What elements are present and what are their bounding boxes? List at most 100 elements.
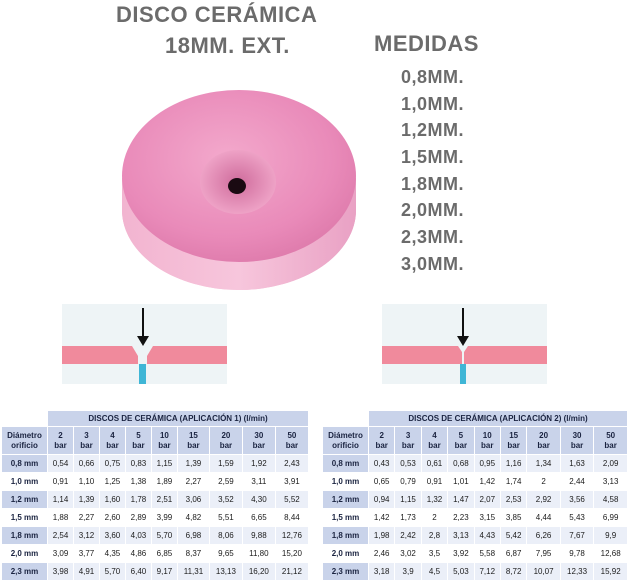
row-label-diameter: 0,8 mm [1,454,48,473]
flow-value-cell: 2,54 [47,526,74,545]
row-label-diameter: 2,3 mm [322,562,369,581]
product-title: DISCO CERÁMICA [116,2,318,27]
header-unit: bar [454,440,468,450]
row-label-diameter: 0,8 mm [322,454,369,473]
column-header-pressure: 30 bar [559,426,595,455]
flow-value-cell: 2,43 [274,454,310,473]
flow-value-cell: 1,59 [208,454,243,473]
flow-value-cell: 21,12 [274,562,310,581]
flow-value-cell: 0,61 [420,454,449,473]
flow-value-cell: 3,13 [593,472,628,491]
table-row: 1,0 mm 0,91 1,10 1,25 1,38 1,89 2,27 2,59 3,11 3,… [1,472,310,491]
flow-value-cell: 2,09 [593,454,628,473]
flow-value-cell: 2,07 [473,490,501,509]
header-text: 20 [539,430,549,440]
flow-value-cell: 12,76 [274,526,310,545]
column-header-pressure: 5 bar [447,426,475,455]
flow-value-cell: 1,42 [473,472,501,491]
flow-value-cell: 3,11 [241,472,276,491]
flow-value-cell: 8,37 [176,544,210,563]
flow-value-cell: 8,44 [274,508,310,527]
header-text: 4 [110,430,115,440]
flow-value-cell: 1,42 [367,508,396,527]
size-item: 1,5MM. [401,147,465,168]
header-text: 50 [287,430,297,440]
flow-value-cell: 0,91 [420,472,449,491]
flow-value-cell: 3,12 [72,526,100,545]
flow-value-cell: 12,33 [559,562,595,581]
flow-value-cell: 3,9 [394,562,422,581]
column-header-pressure: 50 bar [593,426,628,455]
flow-value-cell: 4,91 [72,562,100,581]
header-text: orificio [332,440,359,450]
header-unit: bar [252,440,266,450]
flow-value-cell: 12,68 [593,544,628,563]
table-row: 1,0 mm 0,65 0,79 0,91 1,01 1,42 1,74 2 2,44 3,13 [322,472,628,491]
flow-value-cell: 5,42 [499,526,528,545]
flow-value-cell: 11,80 [241,544,276,563]
flow-value-cell: 1,73 [394,508,422,527]
column-header-pressure: 5 bar [124,426,152,455]
plate-bevel-right [147,346,153,364]
flow-value-cell: 8,06 [208,526,243,545]
flow-value-cell: 1,78 [124,490,152,509]
flow-diagram-application-1 [62,304,227,384]
flow-value-cell: 4,82 [176,508,210,527]
table-caption: DISCOS DE CERÁMICA (APLICACIÓN 2) (l/min… [368,410,628,427]
flow-value-cell: 5,52 [274,490,310,509]
flow-value-cell: 1,39 [176,454,210,473]
sizes-heading: MEDIDAS [374,31,479,56]
header-unit: bar [375,440,388,450]
header-text: 3 [84,430,89,440]
flow-value-cell: 1,88 [47,508,74,527]
row-label-diameter: 2,0 mm [322,544,369,563]
header-text: orificio [11,440,38,450]
size-item: 0,8MM. [401,67,465,87]
header-text: 5 [136,430,141,440]
size-item: 1,8MM. [401,173,465,194]
flow-value-cell: 1,32 [420,490,449,509]
flow-value-cell: 2,42 [394,526,422,545]
table-row: 1,2 mm 1,14 1,39 1,60 1,78 2,51 3,06 3,52 4,30 5,… [1,490,310,509]
table-body: 0,8 mm 0,43 0,53 0,61 0,68 0,95 1,16 1,34 1,63 2,… [322,454,628,581]
header-unit: bar [54,440,67,450]
flow-value-cell: 0,95 [473,454,501,473]
row-label-diameter: 1,5 mm [322,508,369,527]
header-text: 5 [458,430,464,440]
table-corner-blank [322,410,369,427]
size-item: 2,0MM. [401,200,465,221]
row-label-diameter: 1,0 mm [1,472,48,491]
column-header-pressure: 30 bar [241,426,276,455]
flow-value-cell: 8,72 [499,562,528,581]
size-item: 1,0MM. [401,93,465,114]
flow-value-cell: 9,9 [593,526,628,545]
header-unit: bar [507,440,520,450]
flow-value-cell: 2,51 [150,490,178,509]
header-unit: bar [481,440,494,450]
column-header-pressure: 15 bar [176,426,210,455]
flow-value-cell: 3,06 [176,490,210,509]
row-label-diameter: 1,2 mm [1,490,48,509]
flow-value-cell: 2,46 [367,544,396,563]
column-header-pressure: 2 bar [47,426,74,455]
header-text: 15 [509,430,519,440]
header-unit: bar [428,440,441,450]
header-text: 50 [606,430,616,440]
flow-value-cell: 3,02 [394,544,422,563]
flow-value-cell: 0,75 [98,454,126,473]
flow-value-cell: 4,43 [473,526,501,545]
flow-value-cell: 3,91 [274,472,310,491]
header-unit: bar [570,440,584,450]
column-header-diameter: Diámetro orificio [322,426,369,455]
column-header-pressure: 15 bar [499,426,528,455]
flow-value-cell: 9,88 [241,526,276,545]
flow-value-cell: 4,86 [124,544,152,563]
flow-value-cell: 7,12 [473,562,501,581]
flow-value-cell: 5,70 [150,526,178,545]
flow-value-cell: 3,15 [473,508,501,527]
flow-value-cell: 6,85 [150,544,178,563]
header-text: 30 [254,430,264,440]
flow-value-cell: 11,31 [176,562,210,581]
flow-value-cell: 2 [420,508,449,527]
flow-value-cell: 0,79 [394,472,422,491]
